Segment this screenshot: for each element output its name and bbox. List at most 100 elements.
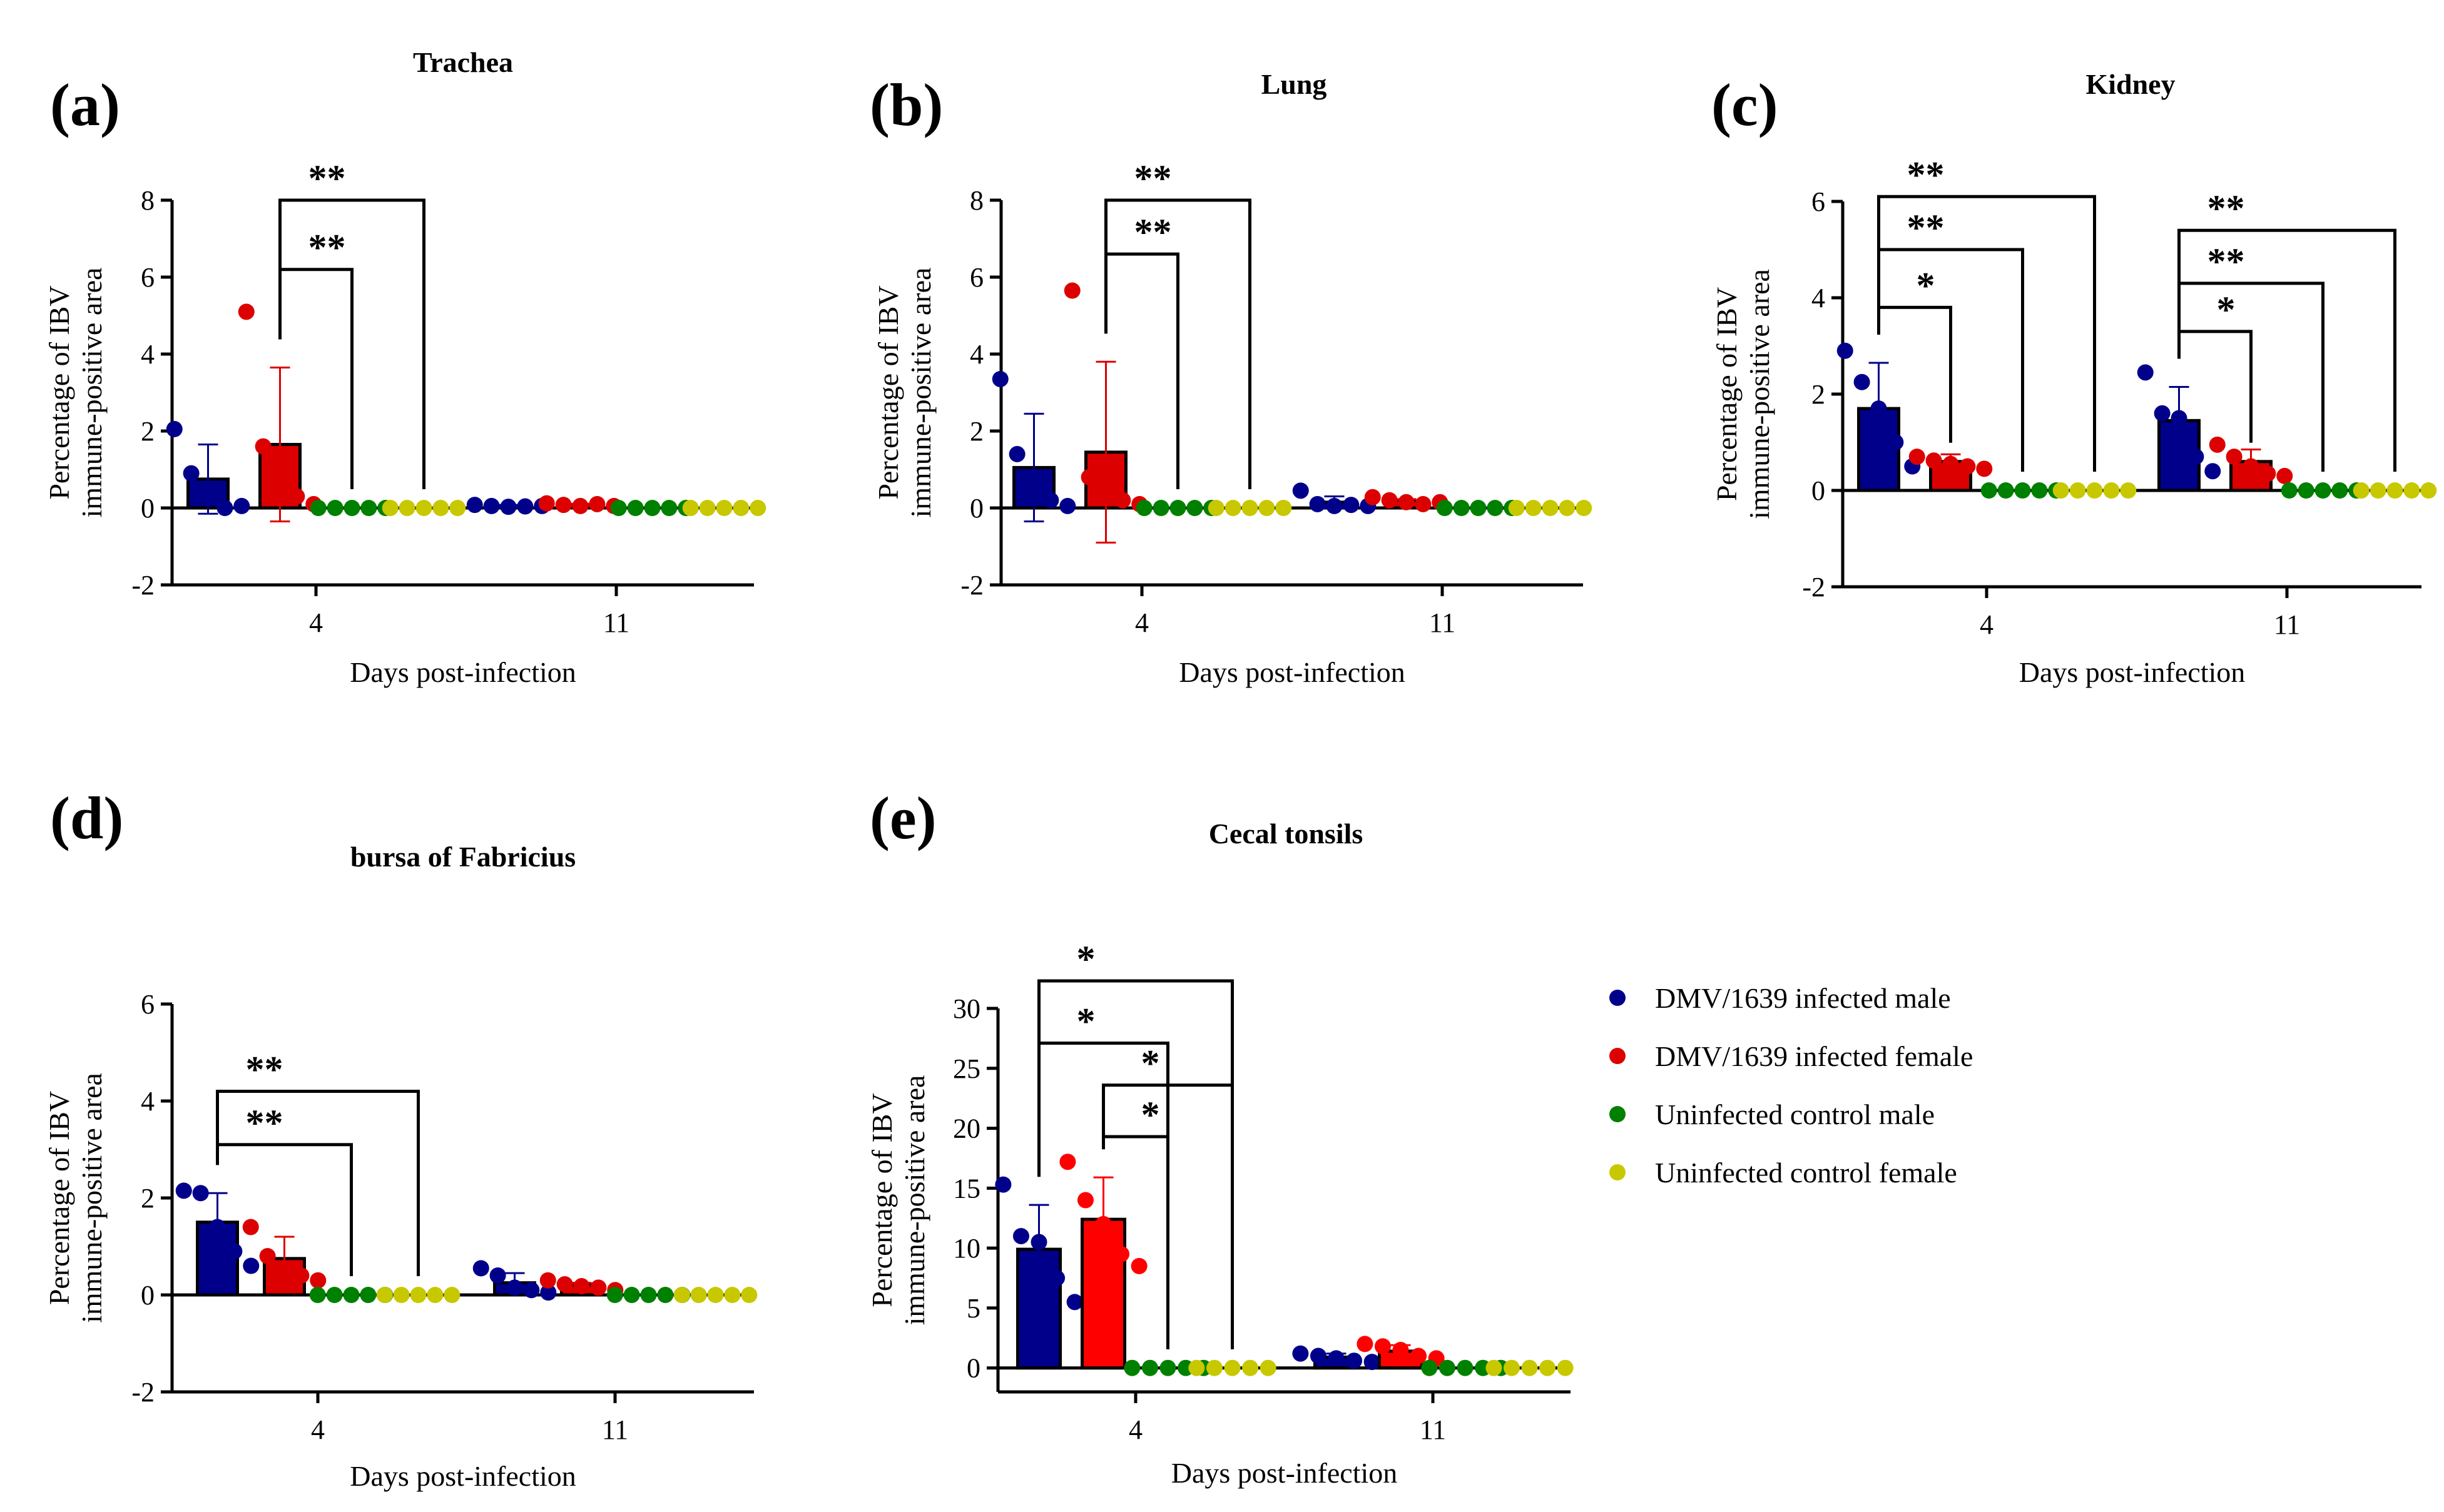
data-point xyxy=(1357,1336,1373,1352)
x-tick-label: 11 xyxy=(602,1414,628,1445)
data-point xyxy=(1114,492,1131,509)
data-point xyxy=(2069,482,2086,499)
data-point xyxy=(1153,500,1169,516)
chart-panel-1: (a) Trachea -2 0 2 4 6 8 4 11 Percentage of IBV imm… xyxy=(43,46,766,688)
data-point xyxy=(2403,482,2420,499)
panel-letter: (c) xyxy=(1711,71,1778,138)
data-point xyxy=(360,500,377,516)
legend-label: Uninfected control male xyxy=(1655,1098,1935,1130)
y-axis-title: immune-positive area xyxy=(1743,269,1775,519)
x-axis-title: Days post-infection xyxy=(1179,656,1405,688)
data-point xyxy=(1141,1359,1158,1376)
data-point xyxy=(1521,1359,1538,1376)
chart-title: bursa of Fabricius xyxy=(350,841,576,873)
legend-marker xyxy=(1609,1106,1626,1122)
data-point xyxy=(1059,1154,1076,1170)
data-point xyxy=(1113,1246,1130,1262)
significance-label: * xyxy=(2217,289,2236,330)
data-point xyxy=(2386,482,2403,499)
data-point xyxy=(2137,364,2154,381)
legend-marker xyxy=(1609,1164,1626,1180)
data-point xyxy=(209,1219,226,1235)
chart-title: Lung xyxy=(1261,68,1327,100)
y-tick-label: 2 xyxy=(141,416,155,447)
data-point xyxy=(1260,1359,1276,1376)
legend-label: DMV/1639 infected female xyxy=(1655,1040,1973,1072)
data-point xyxy=(226,1243,243,1260)
x-tick-label: 4 xyxy=(1135,607,1149,638)
data-point xyxy=(724,1287,741,1303)
data-point xyxy=(2120,482,2137,499)
data-point xyxy=(1097,488,1114,505)
data-point xyxy=(2209,436,2226,453)
data-point xyxy=(272,457,288,474)
data-point xyxy=(183,465,200,482)
data-point xyxy=(1980,482,1997,499)
y-axis-title: Percentage of IBV xyxy=(1711,287,1743,501)
data-point xyxy=(2171,410,2187,427)
data-point xyxy=(657,1287,674,1303)
data-point xyxy=(2226,449,2243,465)
data-point xyxy=(1242,1359,1259,1376)
data-point xyxy=(1343,497,1360,514)
data-point xyxy=(1487,500,1504,516)
data-point xyxy=(1292,1345,1309,1362)
y-tick-label: 15 xyxy=(953,1173,980,1204)
data-point xyxy=(1208,500,1225,516)
panel-letter: (a) xyxy=(50,71,120,138)
data-point xyxy=(506,1279,523,1296)
panel-letter: (d) xyxy=(50,784,123,851)
chart-panel-2: (b) Lung -2 0 2 4 6 8 4 11 Percentage of IBV immune… xyxy=(870,68,1592,688)
data-point xyxy=(1436,500,1453,516)
data-point xyxy=(992,370,1009,387)
data-point xyxy=(1925,452,1942,469)
data-point xyxy=(1398,494,1415,510)
data-point xyxy=(242,1219,259,1235)
data-point xyxy=(1275,500,1292,516)
chart-panel-4: (d) bursa of Fabricius -2 0 2 4 6 4 11 Percentage… xyxy=(43,784,758,1492)
significance-label: * xyxy=(1141,1094,1160,1135)
data-point xyxy=(1159,1359,1176,1376)
data-point xyxy=(1131,1257,1148,1274)
data-point xyxy=(1326,497,1343,514)
data-point xyxy=(2103,482,2120,499)
data-point xyxy=(192,1185,209,1202)
data-point xyxy=(1374,1338,1391,1355)
x-axis-title: Days post-infection xyxy=(350,1460,576,1492)
data-point xyxy=(243,1257,260,1274)
chart-panel-5: (e) Cecal tonsils 0 5 10 15 20 25 30 4 11 Percentag… xyxy=(866,784,1574,1489)
y-axis-title: immune-positive area xyxy=(76,268,108,518)
significance-label: ** xyxy=(308,227,346,268)
data-point xyxy=(166,420,183,437)
significance-label: * xyxy=(1077,938,1096,980)
y-tick-label: 2 xyxy=(1811,379,1825,410)
data-point xyxy=(2353,482,2370,499)
data-point xyxy=(1026,472,1042,489)
data-point xyxy=(344,500,360,516)
data-point xyxy=(673,1287,690,1303)
data-point xyxy=(399,500,415,516)
data-point xyxy=(310,1272,327,1289)
data-point xyxy=(1124,1359,1141,1376)
data-point xyxy=(2031,482,2048,499)
data-point xyxy=(288,488,305,505)
data-point xyxy=(2204,463,2221,480)
panel-letter: (e) xyxy=(870,784,937,851)
data-point xyxy=(2243,458,2259,475)
data-point xyxy=(449,500,466,516)
data-point xyxy=(259,1248,276,1264)
data-point xyxy=(1392,1341,1409,1358)
x-tick-label: 4 xyxy=(309,607,323,638)
data-point xyxy=(741,1287,758,1303)
data-point xyxy=(1169,500,1186,516)
legend-label: Uninfected control female xyxy=(1655,1157,1957,1189)
data-point xyxy=(1557,1359,1574,1376)
y-tick-label: 6 xyxy=(970,262,984,293)
x-axis-title: Days post-infection xyxy=(2019,656,2246,688)
y-axis-title: Percentage of IBV xyxy=(866,1093,898,1307)
data-point xyxy=(382,500,399,516)
data-point xyxy=(750,500,766,516)
data-point xyxy=(2331,482,2348,499)
data-point xyxy=(1049,1270,1066,1287)
